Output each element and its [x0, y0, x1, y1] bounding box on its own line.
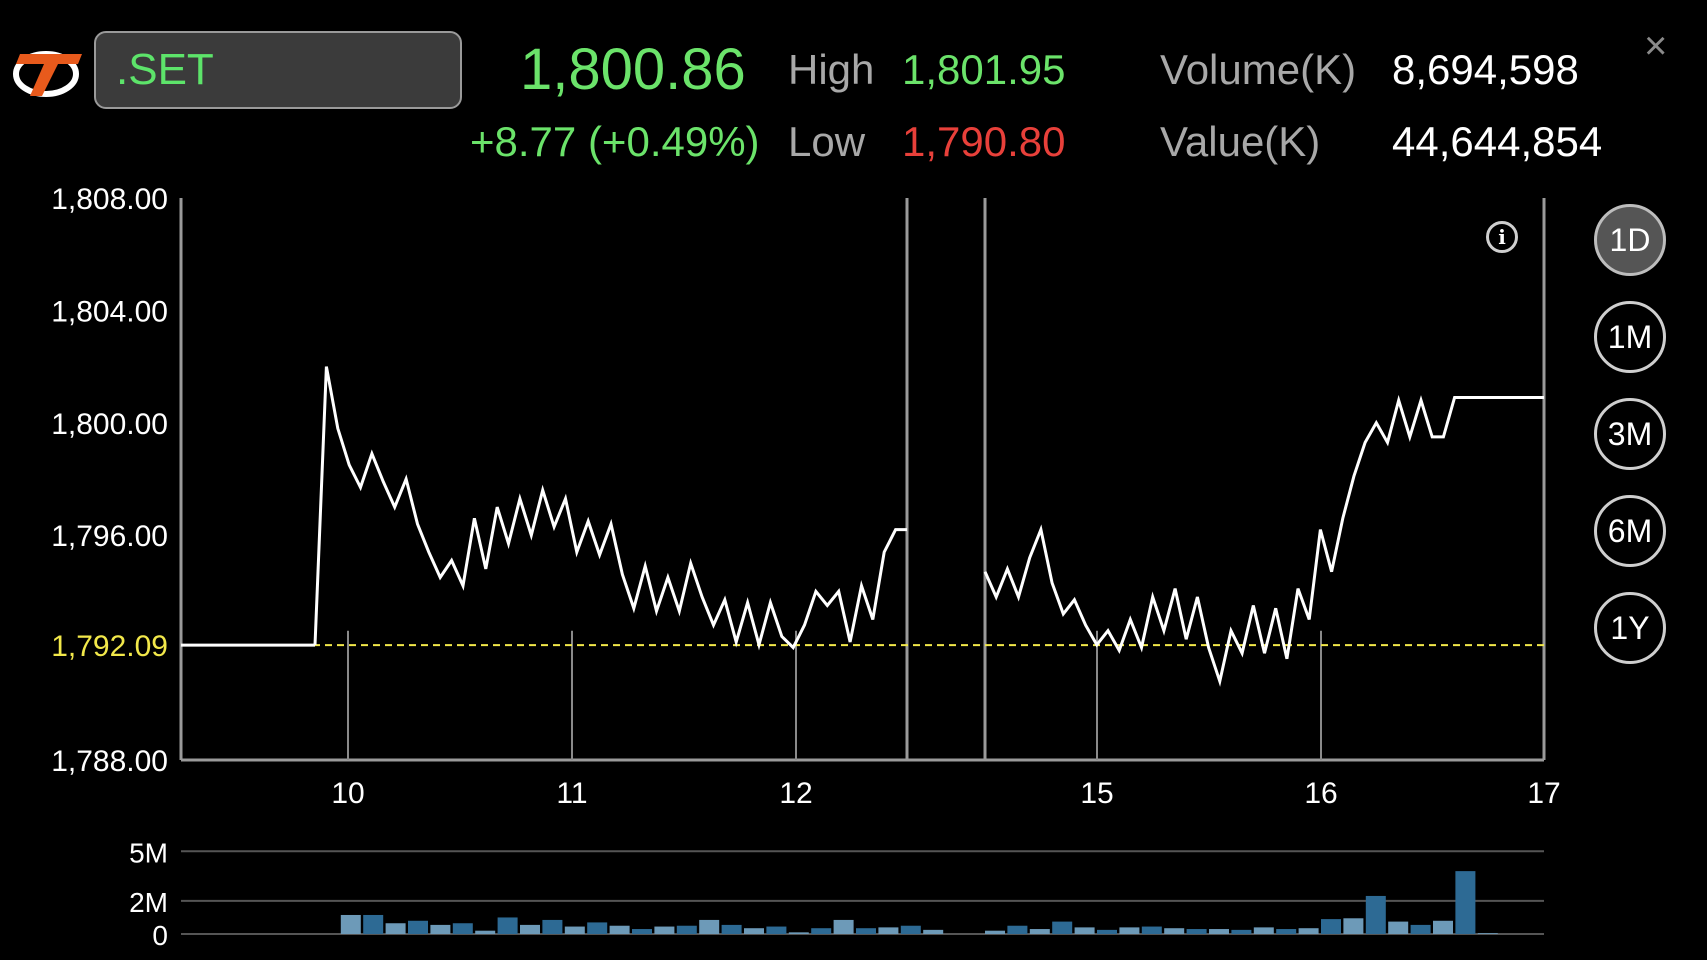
volume-bar: [609, 925, 630, 934]
volume-bar: [1298, 928, 1319, 934]
low-value: 1,790.80: [902, 118, 1066, 165]
volume-bar: [788, 932, 809, 934]
volume-bar: [430, 924, 451, 934]
volume-bar: [676, 925, 697, 934]
volume-bar: [721, 924, 742, 934]
volume-bar: [744, 928, 764, 934]
volume-bar: [1231, 929, 1252, 934]
volume-bar: [363, 914, 384, 934]
volume-bar: [564, 926, 585, 934]
high-value: 1,801.95: [902, 46, 1066, 93]
volume-bar: [766, 926, 787, 934]
volume-bar: [632, 929, 652, 934]
settrade-logo-icon: [13, 51, 82, 97]
volume-bar: [452, 923, 473, 934]
volume-bar: [340, 914, 361, 934]
volume-bar: [1186, 929, 1207, 934]
info-icon[interactable]: i: [1486, 221, 1518, 253]
volume-bar: [385, 923, 406, 934]
volume-bar: [1433, 920, 1453, 934]
price-line-session-1: [313, 366, 907, 651]
period-button-1y[interactable]: 1Y: [1594, 592, 1666, 664]
volume-bar: [878, 927, 899, 934]
y-tick-label: 1,804.00: [51, 295, 168, 328]
volume-bar: [1455, 871, 1476, 934]
volume-bar: [699, 919, 720, 934]
x-tick-label: 10: [331, 777, 364, 810]
price-change: +8.77 (+0.49%): [470, 118, 760, 165]
x-tick-label: 15: [1080, 777, 1113, 810]
y-tick-label: 1,792.09: [51, 630, 168, 663]
high-label: High: [788, 46, 875, 93]
volume-bar: [1321, 919, 1341, 934]
value-label: Value(K): [1160, 118, 1321, 165]
volume-bar: [1276, 929, 1297, 934]
x-tick-label: 12: [779, 777, 812, 810]
value-value: 44,644,854: [1392, 118, 1603, 165]
volume-bar: [923, 929, 944, 934]
volume-bar: [475, 930, 496, 934]
volume-bar: [856, 928, 876, 934]
volume-bar: [900, 925, 921, 934]
period-button-6m[interactable]: 6M: [1594, 495, 1666, 567]
close-icon[interactable]: ×: [1644, 24, 1668, 68]
volume-bar: [1253, 927, 1274, 934]
volume-bar: [811, 928, 832, 934]
symbol-text: .SET: [116, 45, 214, 94]
x-tick-label: 16: [1304, 777, 1337, 810]
volume-bar: [1007, 925, 1028, 934]
price-line-session-2: [983, 394, 1544, 687]
volume-bar: [1164, 928, 1185, 934]
volume-bar: [1097, 929, 1117, 934]
y-tick-label: 1,796.00: [51, 520, 168, 553]
volume-value: 8,694,598: [1392, 46, 1579, 93]
y-tick-label: 1,800.00: [51, 408, 168, 441]
volume-bar: [654, 926, 675, 934]
volume-bar: [587, 922, 608, 934]
volume-bar: [1388, 921, 1409, 934]
volume-bar: [520, 924, 540, 934]
period-button-3m[interactable]: 3M: [1594, 398, 1666, 470]
last-price: 1,800.86: [520, 37, 746, 102]
y-tick-label: 1,808.00: [51, 183, 168, 216]
volume-label: Volume(K): [1160, 46, 1357, 93]
volume-bar: [833, 919, 854, 934]
y-tick-label: 1,788.00: [51, 745, 168, 778]
x-tick-label: 11: [556, 777, 587, 810]
volume-bar: [408, 920, 428, 934]
volume-tick-label: 0: [152, 920, 168, 951]
volume-bar: [985, 930, 1005, 934]
volume-bar: [1209, 929, 1229, 934]
volume-bar: [1141, 926, 1162, 934]
volume-bar: [1052, 921, 1073, 934]
low-label: Low: [788, 118, 866, 165]
volume-tick-label: 2M: [129, 887, 168, 918]
volume-bar: [1365, 895, 1386, 934]
volume-bar: [1477, 933, 1498, 934]
volume-tick-label: 5M: [129, 837, 168, 868]
volume-bar: [497, 917, 518, 934]
volume-bar: [1029, 929, 1050, 934]
volume-bar: [1119, 927, 1140, 934]
period-button-1m[interactable]: 1M: [1594, 301, 1666, 373]
volume-bar: [1074, 927, 1095, 934]
volume-bar: [1343, 918, 1364, 934]
symbol-search-field[interactable]: .SET: [94, 31, 462, 109]
volume-bar: [1410, 924, 1431, 934]
volume-bar: [542, 919, 563, 934]
period-button-1d[interactable]: 1D: [1594, 204, 1666, 276]
x-tick-label: 17: [1527, 777, 1560, 810]
